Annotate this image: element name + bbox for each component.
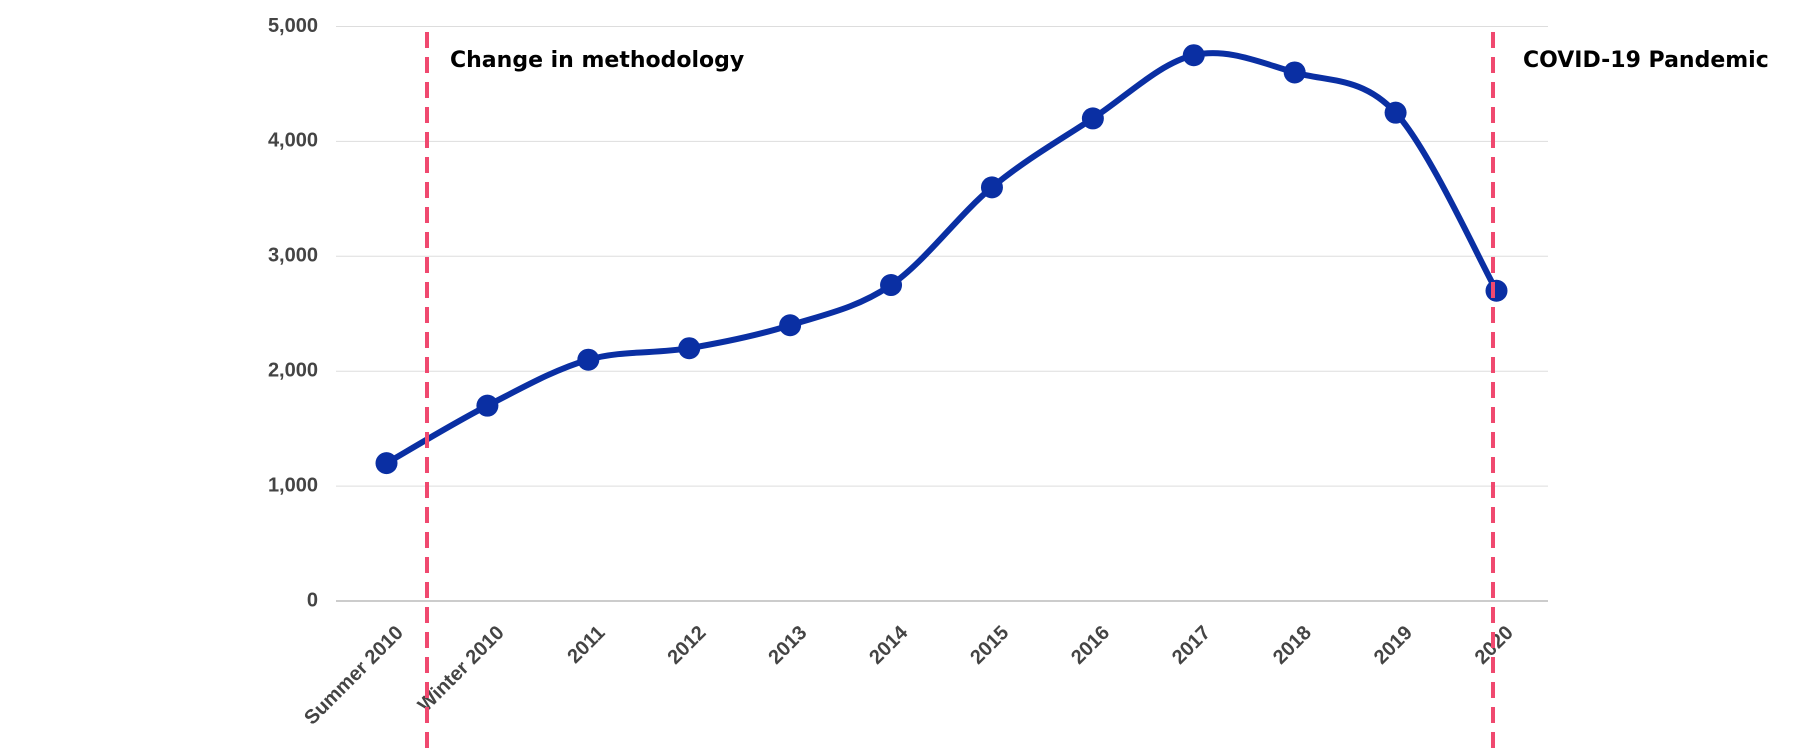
x-tick-label: 2011 — [563, 622, 609, 668]
y-tick-label: 2,000 — [268, 359, 318, 381]
data-point — [375, 452, 398, 475]
data-point — [779, 314, 802, 337]
data-point — [1485, 279, 1508, 302]
x-tick-label: 2014 — [865, 621, 913, 669]
x-tick-label: 2012 — [663, 622, 710, 669]
y-tick-label: 4,000 — [268, 130, 318, 152]
data-point — [1384, 101, 1407, 124]
data-point — [1283, 61, 1306, 84]
x-tick-label: 2016 — [1067, 622, 1114, 669]
data-line — [385, 50, 1500, 466]
data-point — [577, 348, 600, 371]
data-point — [980, 176, 1003, 199]
annotation-label: Change in methodology — [450, 48, 744, 73]
x-tick-label: 2018 — [1269, 622, 1316, 669]
x-tick-label: 2019 — [1370, 622, 1417, 669]
x-tick-label: 2017 — [1168, 622, 1215, 669]
annotation-label: COVID-19 Pandemic — [1523, 48, 1769, 73]
x-tick-label: 2013 — [764, 622, 811, 669]
data-point — [678, 337, 701, 360]
x-tick-label: Summer 2010 — [300, 622, 408, 730]
data-point — [1081, 107, 1104, 130]
y-tick-label: 5,000 — [268, 15, 318, 37]
y-tick-label: 1,000 — [268, 474, 318, 496]
data-point — [1182, 44, 1205, 67]
x-tick-label: 2015 — [966, 622, 1013, 669]
y-tick-label: 3,000 — [268, 245, 318, 267]
y-tick-label: 0 — [307, 589, 318, 611]
data-point — [880, 274, 903, 297]
data-point — [476, 394, 499, 417]
